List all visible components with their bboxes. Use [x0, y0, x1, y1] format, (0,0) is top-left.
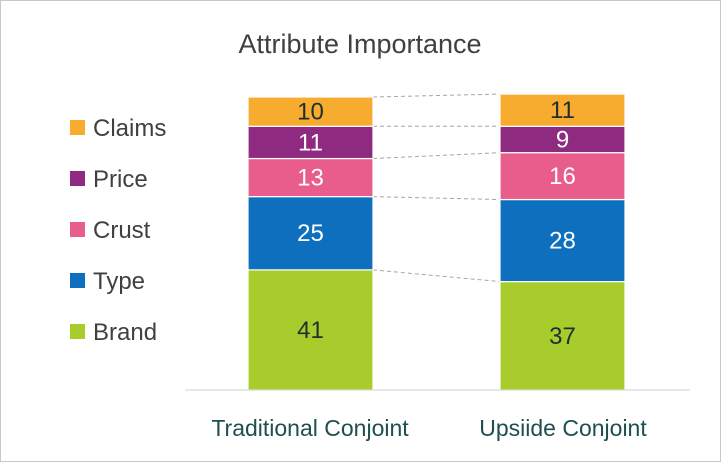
legend-swatch-brand: [70, 324, 85, 339]
bar-segment-crust-2: [499, 152, 626, 201]
legend-swatch-price: [70, 171, 85, 186]
data-label-brand-1: 41: [297, 317, 324, 344]
data-label-type-2: 28: [549, 228, 576, 255]
connector-line-brand: [372, 269, 501, 283]
bar-segment-brand-2: [499, 280, 626, 391]
bar-segment-claims-2: [499, 93, 626, 127]
bar-segment-claims-1: [247, 96, 374, 127]
legend-swatch-crust: [70, 222, 85, 237]
bar-segment-brand-1: [247, 269, 374, 391]
data-label-brand-2: 37: [549, 323, 576, 350]
bar-segment-price-1: [247, 125, 374, 160]
category-label-1: Traditional Conjoint: [211, 415, 409, 441]
bar-segment-price-2: [499, 125, 626, 154]
legend-label-type: Type: [93, 268, 145, 295]
legend-swatch-claims: [70, 120, 85, 135]
data-label-price-1: 11: [298, 129, 323, 156]
data-label-claims-2: 11: [550, 97, 575, 124]
category-label-2: Upsiide Conjoint: [479, 415, 647, 441]
data-label-type-1: 25: [297, 220, 324, 247]
bar-segment-type-2: [499, 198, 626, 283]
connector-line-crust: [372, 152, 501, 160]
legend-swatch-type: [70, 273, 85, 288]
chart-title: Attribute Importance: [238, 29, 481, 59]
data-label-price-2: 9: [556, 126, 569, 153]
data-label-crust-1: 13: [297, 165, 324, 192]
connector-line-type: [372, 196, 501, 201]
legend-label-price: Price: [93, 166, 148, 193]
data-label-claims-1: 10: [297, 99, 324, 126]
bar-segment-crust-1: [247, 157, 374, 198]
connector-line-claims: [372, 93, 501, 98]
category-labels: Traditional Conjoint Upsiide Conjoint: [211, 415, 647, 441]
legend-label-claims: Claims: [93, 115, 166, 142]
data-label-crust-2: 16: [549, 163, 576, 190]
legend-label-crust: Crust: [93, 217, 151, 244]
legend-label-brand: Brand: [93, 319, 157, 346]
connector-lines: [372, 93, 501, 283]
legend: Claims Price Crust Type Brand: [70, 115, 166, 346]
